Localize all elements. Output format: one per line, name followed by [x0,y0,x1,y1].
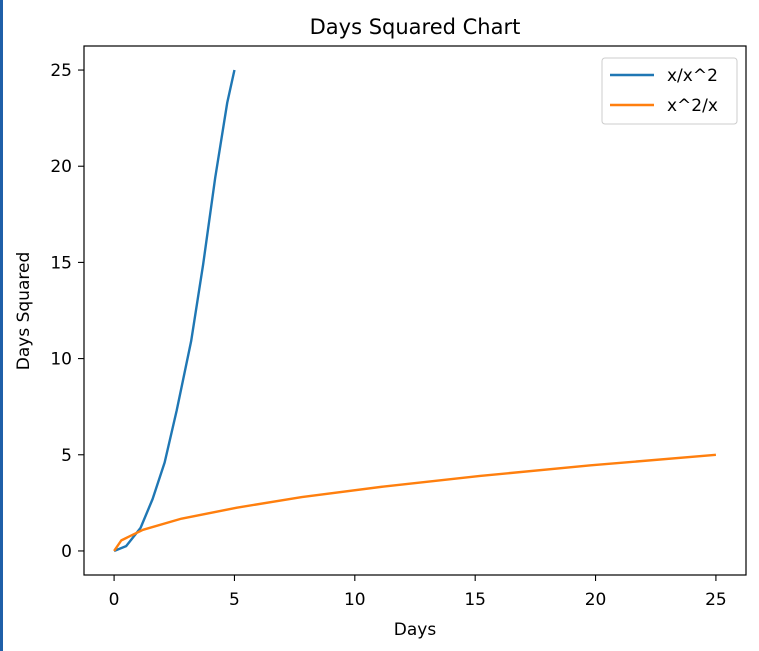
series-layer [113,69,717,553]
y-tick-label: 10 [50,350,72,370]
series-line-x-squared-over-x [113,453,717,552]
x-tick-label: 5 [229,590,240,610]
legend-label-x-over-x-squared: x/x^2 [667,66,718,86]
x-axis-label: Days [394,620,437,640]
x-tick-label: 25 [705,590,727,610]
y-tick-label: 15 [50,253,72,273]
plot-frame [83,45,747,576]
x-tick-label: 15 [464,590,486,610]
left-edge-stripe [0,0,3,651]
y-axis-label: Days Squared [14,252,34,370]
y-axis-ticks: 0 5 10 15 20 25 [50,61,84,562]
legend-label-x-squared-over-x: x^2/x [667,96,718,116]
chart-title: Days Squared Chart [310,15,521,39]
x-tick-label: 10 [344,590,366,610]
x-tick-label: 20 [585,590,607,610]
y-tick-label: 20 [50,157,72,177]
y-tick-label: 5 [61,446,72,466]
legend: x/x^2 x^2/x [601,57,738,125]
y-tick-label: 25 [50,61,72,81]
x-tick-label: 0 [109,590,120,610]
series-line-x-over-x-squared [113,69,236,553]
y-tick-label: 0 [61,542,72,562]
x-axis-ticks: 0 5 10 15 20 25 [109,575,727,610]
